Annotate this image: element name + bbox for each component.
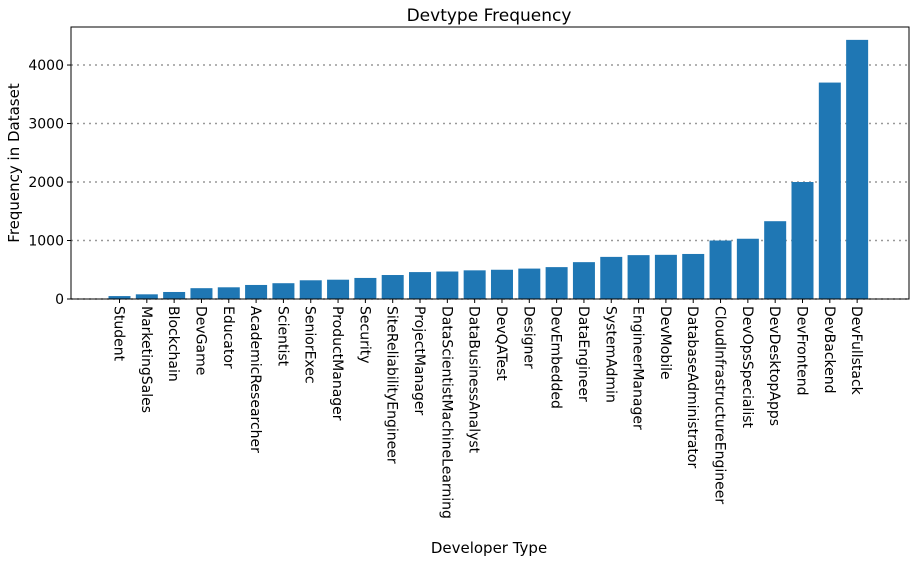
x-tick-label: DevDesktopApps [766, 306, 782, 426]
bar-databusinessanalyst [463, 270, 486, 299]
bar-devgame [190, 288, 213, 299]
bar-student [108, 296, 131, 299]
y-tick-label: 2000 [28, 175, 64, 191]
x-tick-label: Designer [520, 306, 536, 369]
x-tick-label: DevOpsSpecialist [739, 306, 755, 429]
x-tick-label: Security [356, 306, 372, 364]
bars [108, 39, 869, 300]
x-tick-label: Educator [220, 306, 236, 369]
bar-sitereliabilityengineer [381, 275, 404, 299]
bar-devmobile [654, 254, 677, 299]
bar-devopsspecialist [736, 238, 759, 299]
bar-systemadmin [600, 256, 623, 299]
x-tick-label: DevGame [192, 306, 208, 375]
x-tick-label: SiteReliabilityEngineer [384, 306, 400, 464]
y-tick-label: 3000 [28, 117, 64, 133]
bar-devfullstack [846, 39, 869, 300]
y-axis-title: Frequency in Dataset [5, 83, 23, 243]
bar-datascientistmachinelearning [436, 271, 459, 299]
y-tick-label: 0 [55, 292, 64, 308]
bar-designer [518, 268, 541, 299]
x-axis-ticks: Student MarketingSales Blockchain DevGame Ed… [111, 299, 864, 519]
y-axis-ticks: 0 1000 2000 3000 4000 [28, 58, 71, 308]
bar-devbackend [818, 82, 841, 300]
x-tick-label: DevMobile [657, 306, 673, 380]
x-tick-label: Student [111, 306, 127, 362]
bar-marketingsales [135, 294, 158, 299]
x-tick-label: DevEmbedded [548, 306, 564, 409]
x-tick-label: MarketingSales [138, 306, 154, 413]
x-tick-label: DevFrontend [794, 306, 810, 395]
bar-devdesktopapps [764, 221, 787, 299]
bar-educator [217, 287, 240, 299]
x-tick-label: CloudInfrastructureEngineer [712, 306, 728, 504]
bar-cloudinfrastructureengineer [709, 240, 732, 299]
x-tick-label: DataEngineer [575, 306, 591, 402]
x-tick-label: ProjectManager [411, 306, 427, 416]
bar-blockchain [163, 291, 186, 299]
x-tick-label: EngineerManager [630, 306, 646, 430]
plot-frame [70, 26, 910, 300]
bar-security [354, 277, 377, 299]
bar-scientist [272, 283, 295, 299]
chart-title: Devtype Frequency [407, 6, 572, 26]
bar-dataengineer [572, 262, 595, 299]
x-tick-label: DevFullstack [848, 306, 864, 396]
bar-devqatest [490, 269, 513, 299]
x-tick-label: SeniorExec [302, 306, 318, 384]
x-tick-label: DataBusinessAnalyst [466, 306, 482, 454]
bar-productmanager [327, 279, 350, 299]
bar-devembedded [545, 267, 568, 299]
bar-databaseadministrator [682, 253, 705, 299]
x-tick-label: Scientist [274, 306, 290, 367]
bar-projectmanager [409, 272, 432, 299]
x-tick-label: AcademicResearcher [247, 306, 263, 453]
x-tick-label: ProductManager [329, 306, 345, 421]
bar-engineermanager [627, 255, 650, 299]
y-tick-label: 4000 [28, 58, 64, 74]
y-tick-label: 1000 [28, 234, 64, 250]
x-tick-label: DevQATest [493, 306, 509, 381]
x-axis-title: Developer Type [431, 539, 547, 557]
x-tick-label: DataScientistMachineLearning [438, 306, 454, 519]
bar-seniorexec [299, 280, 322, 299]
x-tick-label: DevBackend [821, 306, 837, 394]
bar-academicresearcher [245, 284, 268, 299]
x-tick-label: DatabaseAdministrator [684, 306, 700, 468]
bar-devfrontend [791, 182, 814, 299]
x-tick-label: SystemAdmin [602, 306, 618, 403]
x-tick-label: Blockchain [165, 306, 181, 382]
